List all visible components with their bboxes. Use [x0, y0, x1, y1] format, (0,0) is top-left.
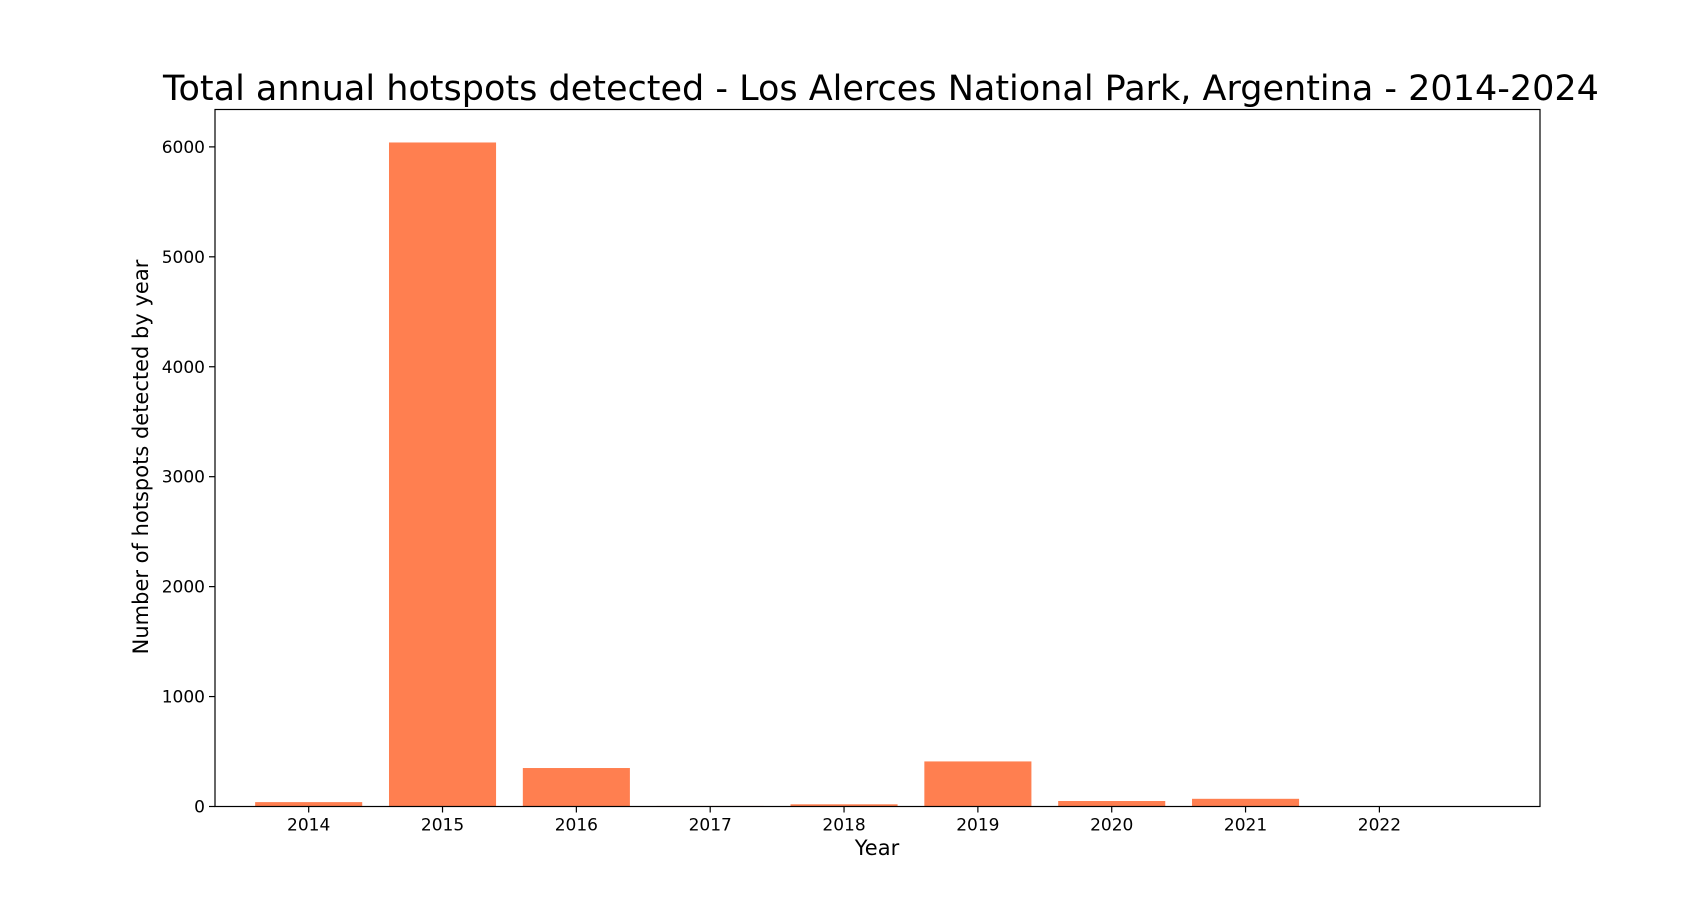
x-axis-title: Year: [854, 836, 900, 860]
x-tick-label: 2015: [421, 816, 464, 836]
bar-2015: [388, 142, 497, 807]
x-tick-label: 2020: [1090, 816, 1133, 836]
y-axis-title: Number of hotspots detected by year: [129, 259, 153, 654]
x-tick-label: 2018: [822, 816, 865, 836]
plot-frame: [214, 108, 1541, 808]
bar-2016: [522, 768, 630, 807]
x-axis: 2014 2015 2016 2017 2018 2019 2020 2021 2022: [287, 806, 1401, 836]
x-tick-label: 2016: [555, 816, 598, 836]
x-tick-label: 2019: [956, 816, 999, 836]
y-tick-label: 3000: [162, 468, 205, 488]
y-axis: 0 1000 2000 3000 4000 5000 6000: [162, 138, 215, 818]
y-tick-label: 0: [194, 798, 205, 818]
chart-title: Total annual hotspots detected - Los Ale…: [162, 69, 1599, 109]
bar-2019: [924, 761, 1032, 807]
y-tick-label: 5000: [162, 248, 205, 268]
x-tick-label: 2022: [1358, 816, 1401, 836]
bars-layer: [255, 142, 1300, 807]
y-tick-label: 2000: [162, 578, 205, 598]
y-tick-label: 4000: [162, 358, 205, 378]
bar-2021: [1192, 798, 1300, 807]
bar-2020: [1058, 801, 1166, 807]
x-tick-label: 2017: [689, 816, 732, 836]
y-tick-label: 1000: [162, 688, 205, 708]
bar-2014: [255, 802, 363, 807]
bar-2018: [790, 804, 898, 807]
y-tick-label: 6000: [162, 138, 205, 158]
x-tick-label: 2021: [1224, 816, 1267, 836]
x-tick-label: 2014: [287, 816, 330, 836]
